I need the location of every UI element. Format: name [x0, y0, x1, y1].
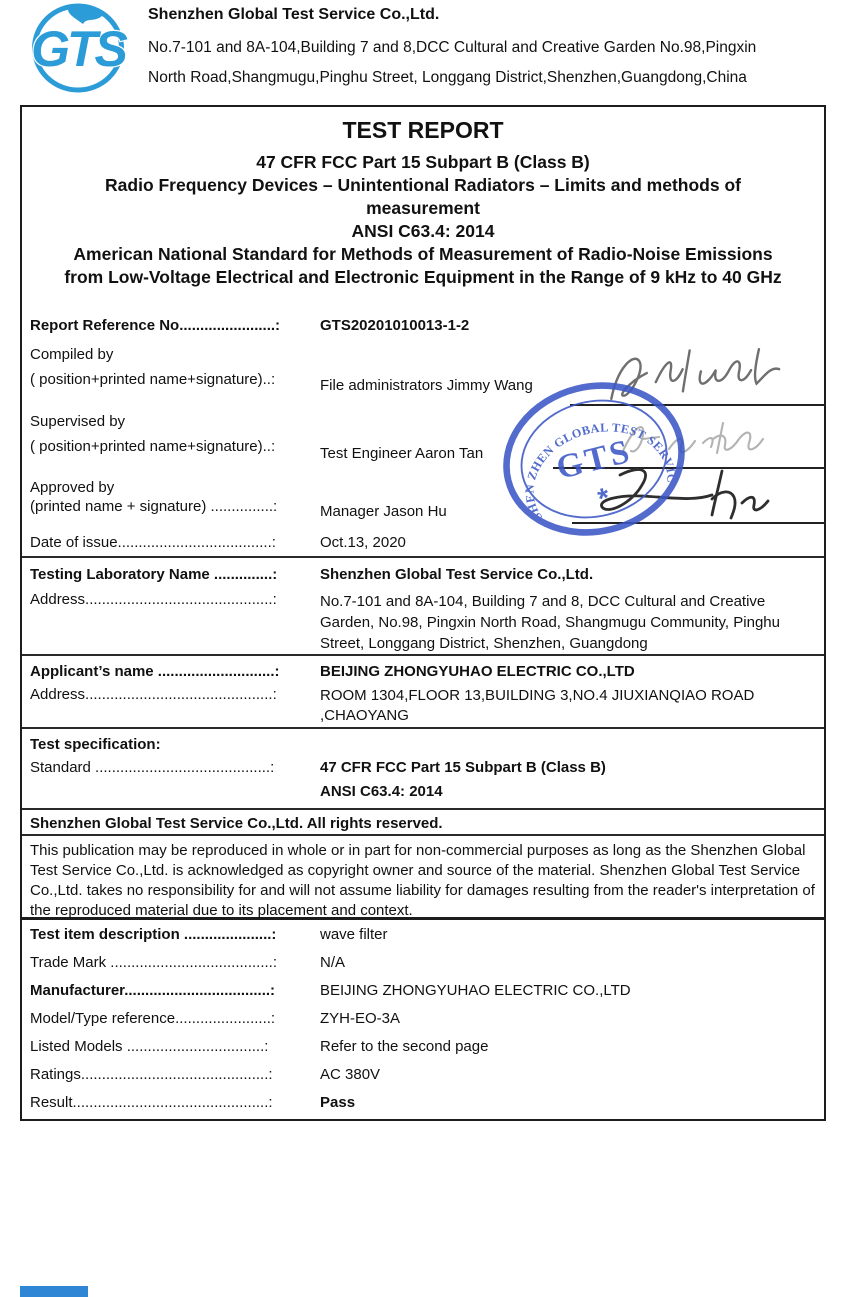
model-type-value: ZYH-EO-3A — [320, 1010, 401, 1027]
result-label: Result..................................… — [30, 1094, 273, 1111]
row-manufacturer: Manufacturer............................… — [22, 976, 824, 1004]
compiled-by-label-block: Compiled by ( position+printed name+sign… — [30, 346, 320, 388]
row-standard: Standard ...............................… — [22, 756, 824, 810]
approved-by-label: Approved by — [30, 479, 115, 496]
title-ansi-line: ANSI C63.4: 2014 — [351, 221, 495, 241]
signature-line-supervised — [553, 467, 826, 469]
approved-by-value: Manager Jason Hu — [320, 503, 447, 520]
date-of-issue-label: Date of issue...........................… — [30, 534, 276, 551]
result-value: Pass — [320, 1094, 356, 1111]
company-name: Shenzhen Global Test Service Co.,Ltd. — [148, 6, 440, 23]
applicant-address-label: Address.................................… — [30, 686, 277, 703]
report-reference-label: Report Reference No.....................… — [30, 317, 281, 334]
compiled-by-sublabel: ( position+printed name+signature)..: — [30, 371, 276, 388]
report-title: TEST REPORT — [342, 117, 504, 143]
row-result: Result..................................… — [22, 1088, 824, 1116]
row-model-type: Model/Type reference....................… — [22, 1004, 824, 1032]
row-compiled-by: Compiled by ( position+printed name+sign… — [22, 340, 824, 406]
approved-by-label-block: Approved by (printed name + signature) .… — [30, 479, 320, 515]
footer-blue-bar — [20, 1286, 88, 1297]
gts-globe-logo-svg: GTS — [30, 3, 132, 93]
company-address-line1: No.7-101 and 8A-104,Building 7 and 8,DCC… — [148, 39, 757, 56]
row-lab-name: Testing Laboratory Name ..............: … — [22, 558, 824, 588]
title-standard-line: 47 CFR FCC Part 15 Subpart B (Class B) — [256, 152, 590, 172]
logo-gts-text: GTS — [31, 21, 127, 77]
field-rows: Report Reference No.....................… — [22, 312, 824, 1116]
row-rights-reserved: Shenzhen Global Test Service Co.,Ltd. Al… — [22, 810, 824, 836]
listed-models-label: Listed Models ..........................… — [30, 1038, 269, 1055]
lab-address-value: No.7-101 and 8A-104, Building 7 and 8, D… — [320, 593, 780, 652]
signature-line-compiled — [570, 404, 826, 406]
report-reference-value: GTS20201010013-1-2 — [320, 317, 470, 334]
report-body-box: TEST REPORT 47 CFR FCC Part 15 Subpart B… — [20, 105, 826, 1121]
row-supervised-by: Supervised by ( position+printed name+si… — [22, 406, 824, 472]
test-item-description-label: Test item description ..................… — [30, 926, 277, 943]
model-type-label: Model/Type reference....................… — [30, 1010, 276, 1027]
row-ratings: Ratings.................................… — [22, 1060, 824, 1088]
manufacturer-value: BEIJING ZHONGYUHAO ELECTRIC CO.,LTD — [320, 982, 631, 999]
ratings-label: Ratings.................................… — [30, 1066, 273, 1083]
row-trade-mark: Trade Mark .............................… — [22, 948, 824, 976]
aaron-tan-signature — [621, 421, 765, 455]
standard-value-2: ANSI C63.4: 2014 — [320, 783, 443, 800]
lab-address-label: Address.................................… — [30, 591, 277, 608]
row-approved-by: Approved by (printed name + signature) .… — [22, 472, 824, 528]
compiled-by-label: Compiled by — [30, 346, 114, 363]
test-item-description-value: wave filter — [320, 926, 388, 943]
row-applicant-address: Address.................................… — [22, 685, 824, 729]
lab-name-label: Testing Laboratory Name ..............: — [30, 566, 278, 583]
row-lab-address: Address.................................… — [22, 588, 824, 656]
row-test-specification: Test specification: — [22, 729, 824, 756]
row-copyright-paragraph: This publication may be reproduced in wh… — [22, 836, 824, 920]
standard-label: Standard ...............................… — [30, 759, 275, 776]
applicant-address-value: ROOM 1304,FLOOR 13,BUILDING 3,NO.4 JIUXI… — [320, 687, 755, 724]
trade-mark-label: Trade Mark .............................… — [30, 954, 277, 971]
lab-name-value: Shenzhen Global Test Service Co.,Ltd. — [320, 566, 594, 583]
title-block: TEST REPORT 47 CFR FCC Part 15 Subpart B… — [22, 107, 824, 312]
company-address-line2: North Road,Shangmugu,Pinghu Street, Long… — [148, 69, 747, 86]
manufacturer-label: Manufacturer............................… — [30, 982, 276, 999]
title-ansi-description: American National Standard for Methods o… — [64, 244, 782, 287]
applicant-name-label: Applicant’s name .......................… — [30, 663, 280, 680]
applicant-name-value: BEIJING ZHONGYUHAO ELECTRIC CO.,LTD — [320, 663, 635, 680]
supervised-by-label-block: Supervised by ( position+printed name+si… — [30, 413, 320, 455]
supervised-by-value: Test Engineer Aaron Tan — [320, 445, 484, 462]
title-scope-line: Radio Frequency Devices – Unintentional … — [105, 175, 741, 218]
standard-values: 47 CFR FCC Part 15 Subpart B (Class B) A… — [320, 759, 824, 800]
supervised-by-label: Supervised by — [30, 413, 126, 430]
row-date-of-issue: Date of issue...........................… — [22, 528, 824, 558]
trade-mark-value: N/A — [320, 954, 346, 971]
jason-hu-signature — [600, 468, 770, 520]
ratings-value: AC 380V — [320, 1066, 381, 1083]
supervised-by-sublabel: ( position+printed name+signature)..: — [30, 438, 276, 455]
approved-by-sublabel: (printed name + signature) .............… — [30, 498, 278, 515]
gts-globe-logo-icon: GTS — [16, 2, 140, 94]
date-of-issue-value: Oct.13, 2020 — [320, 534, 406, 551]
listed-models-value: Refer to the second page — [320, 1038, 489, 1055]
compiled-by-value: File administrators Jimmy Wang — [320, 377, 533, 394]
test-specification-label: Test specification: — [30, 736, 161, 753]
stamp-star: * — [594, 481, 612, 515]
row-report-reference: Report Reference No.....................… — [22, 312, 824, 340]
signature-line-approved — [572, 522, 826, 524]
row-test-item-description: Test item description ..................… — [22, 920, 824, 948]
row-listed-models: Listed Models ..........................… — [22, 1032, 824, 1060]
row-applicant-name: Applicant’s name .......................… — [22, 656, 824, 685]
header-text-block: Shenzhen Global Test Service Co.,Ltd. No… — [148, 6, 828, 93]
standard-value-1: 47 CFR FCC Part 15 Subpart B (Class B) — [320, 759, 606, 776]
